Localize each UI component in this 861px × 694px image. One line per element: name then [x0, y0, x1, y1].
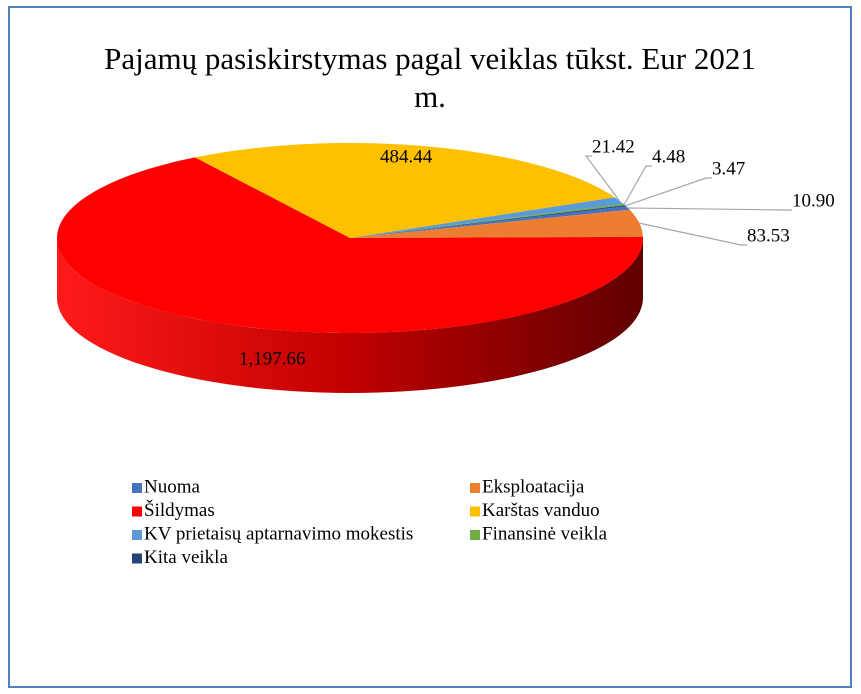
data-label: 3.47: [712, 158, 745, 179]
data-label: 484.44: [380, 146, 433, 167]
slice-side: [57, 238, 643, 393]
slice: [350, 206, 630, 238]
legend-label: Finansinė veikla: [482, 523, 608, 544]
data-label: 83.53: [747, 225, 790, 246]
legend-label: Eksploatacija: [482, 476, 585, 497]
data-label: 4.48: [652, 146, 685, 167]
legend-label: Nuoma: [144, 476, 201, 497]
slice: [195, 143, 615, 238]
legend-label: Šildymas: [144, 499, 215, 521]
data-label: 21.42: [592, 136, 635, 157]
legend-swatch: [132, 483, 142, 493]
legend-swatch: [470, 483, 480, 493]
data-label: 1,197.66: [239, 348, 306, 369]
legend-label: Karštas vanduo: [482, 500, 600, 521]
leader-line: [584, 155, 620, 201]
leader-line: [639, 222, 747, 246]
slice: [350, 197, 624, 238]
legend-swatch: [470, 506, 480, 517]
slice: [350, 205, 627, 238]
leader-line: [623, 165, 652, 205]
slice: [350, 203, 625, 238]
data-label: 10.90: [792, 190, 835, 211]
legend-swatch: [132, 530, 142, 540]
slice: [57, 157, 644, 333]
legend-label: Kita veikla: [144, 547, 228, 568]
legend-swatch: [132, 553, 142, 564]
legend-label: KV prietaisų aptarnavimo mokestis: [144, 523, 413, 544]
legend-swatch: [470, 530, 480, 540]
legend-swatch: [132, 506, 142, 517]
leader-line: [625, 177, 712, 207]
chart-title: Pajamų pasiskirstymas pagal veiklas tūks…: [104, 41, 756, 114]
leader-line: [627, 207, 792, 211]
slice: [350, 209, 643, 238]
